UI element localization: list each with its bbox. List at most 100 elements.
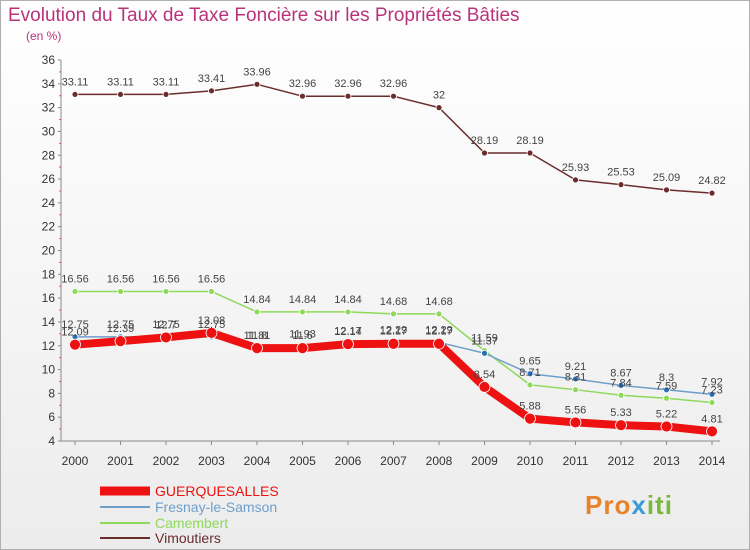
data-label-vimoutiers: 24.82 [698,175,726,187]
y-tick-label: 18 [42,267,56,281]
data-point-vimoutiers [344,92,352,100]
y-tick-label: 28 [42,148,56,162]
data-label-camembert: 11.59 [471,333,498,345]
data-label-guerquesalles: 12.14 [334,326,362,338]
x-tick-label: 2008 [426,454,453,468]
data-label-camembert: 8.31 [565,372,586,384]
y-tick-label: 26 [42,172,56,186]
data-point-camembert [344,308,352,316]
data-point-vimoutiers [526,149,534,157]
data-point-guerquesalles [569,416,582,429]
legend-label: GUERQUESALLES [155,483,279,499]
data-label-fresnay-le-samson: 12.75 [107,319,135,331]
y-tick-label: 8 [48,386,55,400]
data-label-fresnay-le-samson: 9.65 [519,356,540,368]
data-point-camembert [253,308,261,316]
x-tick-label: 2002 [153,454,180,468]
data-label-camembert: 14.68 [425,296,453,308]
data-point-camembert [299,308,306,316]
data-label-guerquesalles: 12.7 [155,319,176,331]
y-axis-unit: (en %) [26,29,62,43]
y-tick-label: 24 [42,196,56,210]
data-label-camembert: 14.84 [289,294,317,306]
x-tick-label: 2007 [380,454,407,468]
data-point-camembert [390,310,397,318]
data-label-vimoutiers: 32.96 [334,78,362,90]
chart-title: Evolution du Taux de Taxe Foncière sur l… [8,5,520,26]
data-label-camembert: 7.23 [701,385,722,397]
data-label-guerquesalles: 12.17 [425,326,453,338]
data-point-vimoutiers [390,92,397,100]
data-point-vimoutiers [253,80,261,88]
data-label-vimoutiers: 32.96 [289,78,317,90]
data-label-fresnay-le-samson: 12.75 [198,319,226,331]
data-point-guerquesalles [524,412,536,425]
proxiti-logo: Proxiti [585,490,673,521]
data-point-vimoutiers [481,149,488,157]
data-label-fresnay-le-samson: 8.67 [610,367,631,379]
y-tick-label: 4 [48,434,55,448]
data-label-vimoutiers: 28.19 [516,135,544,147]
data-label-vimoutiers: 33.11 [107,76,134,88]
data-point-fresnay-le-samson [617,381,625,389]
data-label-guerquesalles: 5.56 [565,404,586,416]
data-point-vimoutiers [71,91,79,98]
y-tick-label: 34 [42,77,56,91]
data-point-camembert [162,288,170,295]
data-label-vimoutiers: 25.93 [562,162,590,174]
data-label-fresnay-le-samson: 12.29 [425,324,453,336]
data-point-fresnay-le-samson [526,370,534,378]
data-point-camembert [208,288,215,295]
x-tick-label: 2013 [653,454,680,468]
data-point-guerquesalles [706,425,718,438]
data-label-vimoutiers: 32 [433,90,445,102]
legend-label: Vimoutiers [155,530,221,546]
data-label-vimoutiers: 33.11 [62,76,89,88]
data-label-camembert: 8.71 [519,367,540,379]
data-label-fresnay-le-samson: 12.75 [152,319,180,331]
data-label-guerquesalles: 12.39 [107,323,135,335]
data-point-fresnay-le-samson [572,375,579,383]
data-label-vimoutiers: 32.96 [380,78,408,90]
x-tick-label: 2001 [107,454,134,468]
y-tick-label: 32 [42,101,56,115]
data-label-guerquesalles: 11.8 [247,330,268,342]
data-point-fresnay-le-samson [663,386,670,394]
y-tick-label: 36 [42,53,56,67]
y-tick-label: 22 [42,220,56,234]
data-label-guerquesalles: 12.17 [380,326,408,338]
data-point-fresnay-le-samson [481,349,488,357]
data-point-vimoutiers [708,189,716,197]
data-point-guerquesalles [387,337,400,350]
data-point-vimoutiers [208,87,215,95]
data-point-guerquesalles [660,420,673,433]
data-label-camembert: 7.84 [610,377,631,389]
x-tick-label: 2014 [699,454,726,468]
data-label-vimoutiers: 25.09 [653,172,681,184]
data-label-guerquesalles: 13.08 [198,315,226,327]
x-tick-label: 2010 [517,454,544,468]
y-tick-label: 30 [42,124,56,138]
data-label-fresnay-le-samson: 11.81 [244,330,271,342]
data-point-guerquesalles [251,342,263,355]
data-point-guerquesalles [114,335,127,348]
x-tick-label: 2003 [198,454,225,468]
data-label-guerquesalles: 12.09 [61,327,89,339]
data-point-camembert [435,310,443,318]
y-tick-label: 14 [42,315,56,329]
data-point-guerquesalles [433,337,445,350]
data-label-guerquesalles: 5.33 [610,407,631,419]
logo-part-pro: Pro [585,490,632,520]
data-label-camembert: 16.56 [152,273,180,285]
data-point-camembert [526,381,534,389]
data-point-camembert [71,288,79,295]
x-tick-label: 2006 [335,454,362,468]
x-tick-label: 2012 [608,454,635,468]
data-label-vimoutiers: 33.41 [198,73,226,85]
data-label-guerquesalles: 11.6 [292,330,313,342]
data-label-fresnay-le-samson: 11.37 [471,335,498,347]
data-point-guerquesalles [205,326,218,339]
data-label-guerquesalles: 4.81 [701,413,722,425]
